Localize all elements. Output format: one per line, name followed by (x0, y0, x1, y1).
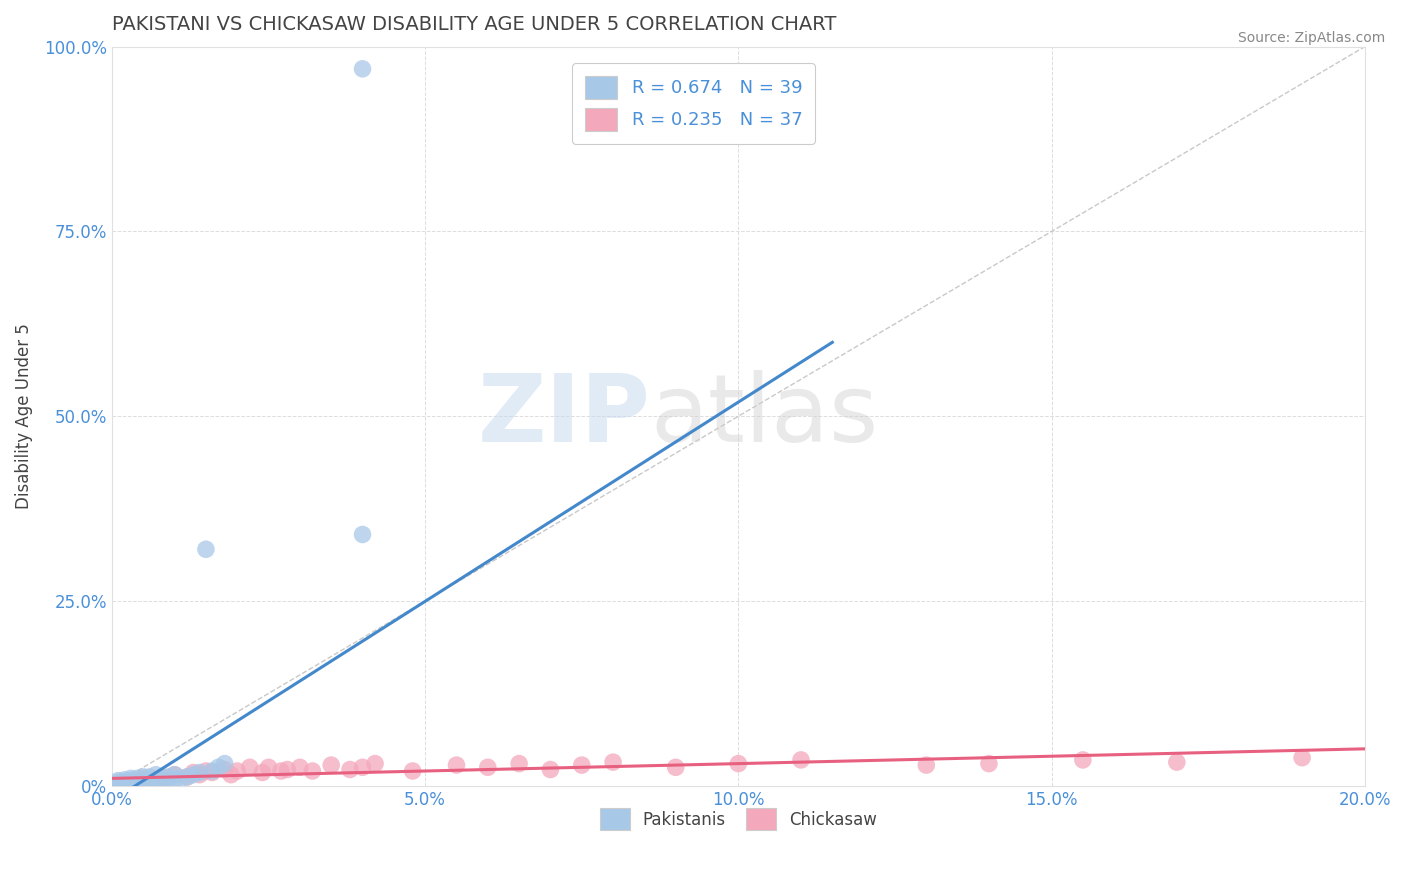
Text: atlas: atlas (651, 370, 879, 462)
Point (183, 767, 205, 781)
Point (188, 767, 211, 781)
Point (1166, 755, 1188, 769)
Point (352, 760, 374, 774)
Point (114, 772, 136, 787)
Point (120, 775, 142, 789)
Point (727, 756, 749, 771)
Point (163, 767, 186, 781)
Point (352, 62, 374, 76)
Point (145, 772, 167, 787)
Point (1291, 750, 1313, 764)
Point (157, 770, 180, 784)
Point (977, 756, 1000, 771)
Point (176, 770, 198, 784)
Point (1071, 753, 1094, 767)
Point (339, 763, 361, 777)
Point (170, 772, 193, 786)
Point (188, 765, 211, 780)
Point (107, 775, 129, 789)
Point (176, 770, 198, 784)
Point (183, 765, 205, 780)
Point (150, 772, 173, 786)
Point (107, 773, 129, 788)
Point (321, 758, 343, 772)
Y-axis label: Disability Age Under 5: Disability Age Under 5 (15, 323, 32, 509)
Point (120, 776, 142, 790)
Point (790, 753, 813, 767)
Point (364, 756, 387, 771)
Point (114, 775, 136, 789)
Point (138, 770, 160, 784)
Point (145, 767, 167, 781)
Point (132, 772, 155, 786)
Text: ZIP: ZIP (478, 370, 651, 462)
Point (257, 760, 280, 774)
Point (602, 755, 624, 769)
Point (138, 773, 160, 788)
Point (352, 527, 374, 541)
Text: Source: ZipAtlas.com: Source: ZipAtlas.com (1237, 31, 1385, 45)
Point (132, 775, 155, 789)
Point (132, 776, 155, 790)
Point (276, 763, 298, 777)
Point (665, 760, 688, 774)
Point (125, 772, 148, 786)
Point (571, 758, 593, 772)
Point (132, 772, 155, 787)
Point (125, 774, 148, 789)
Point (538, 763, 561, 777)
Point (508, 756, 530, 771)
Point (120, 773, 142, 788)
Point (288, 760, 311, 774)
Point (138, 776, 160, 790)
Point (214, 756, 236, 771)
Point (132, 770, 155, 784)
Point (125, 776, 148, 790)
Point (163, 772, 186, 787)
Point (201, 765, 224, 780)
Text: PAKISTANI VS CHICKASAW DISABILITY AGE UNDER 5 CORRELATION CHART: PAKISTANI VS CHICKASAW DISABILITY AGE UN… (112, 15, 837, 34)
Point (214, 763, 236, 777)
Point (150, 774, 173, 789)
Point (114, 776, 136, 790)
Point (157, 773, 180, 788)
Point (194, 764, 217, 778)
Point (401, 764, 423, 778)
Point (477, 760, 499, 774)
Point (145, 775, 167, 789)
Point (194, 542, 217, 557)
Point (163, 767, 186, 781)
Point (239, 760, 262, 774)
Point (915, 758, 938, 772)
Legend: Pakistanis, Chickasaw: Pakistanis, Chickasaw (593, 802, 884, 837)
Point (150, 770, 173, 784)
Point (201, 764, 224, 778)
Point (301, 764, 323, 778)
Point (252, 765, 274, 780)
Point (120, 772, 142, 786)
Point (270, 764, 292, 778)
Point (446, 758, 468, 772)
Point (226, 764, 249, 778)
Point (219, 767, 242, 781)
Point (107, 776, 129, 790)
Point (207, 760, 229, 774)
